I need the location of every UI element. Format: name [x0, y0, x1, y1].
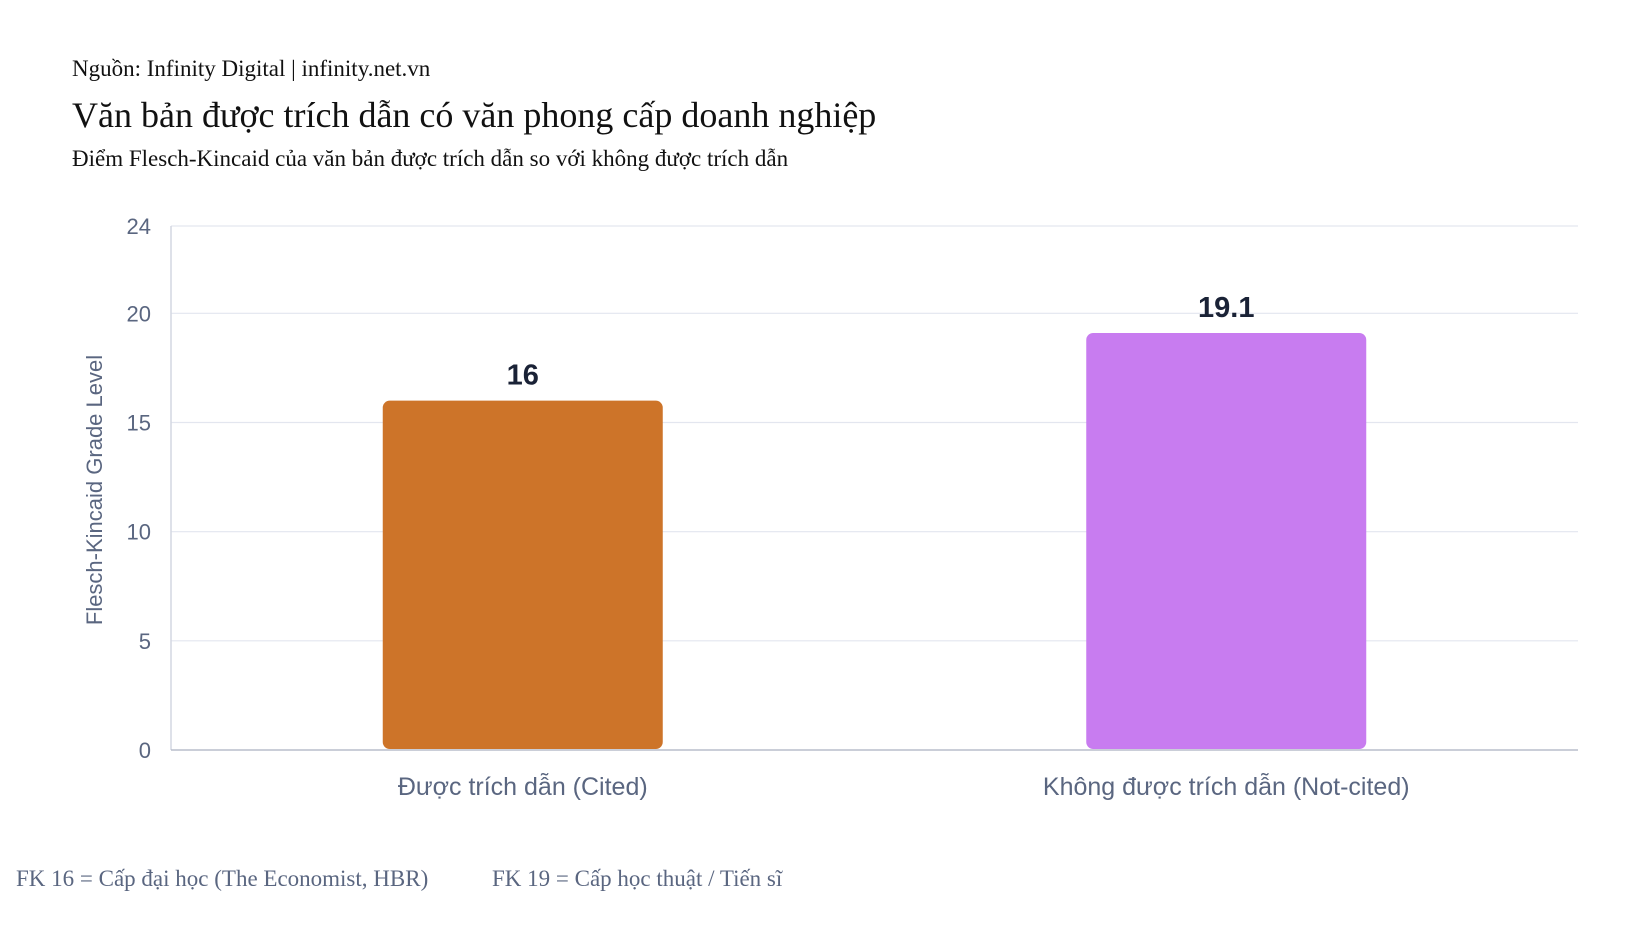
bar-2 [1086, 332, 1367, 749]
y-axis-label: Flesch-Kincaid Grade Level [82, 355, 107, 625]
y-tick-label: 5 [139, 629, 151, 654]
x-category-label: Không được trích dẫn (Not-cited) [1043, 772, 1410, 801]
y-tick-label: 24 [127, 214, 151, 239]
chart-subtitle: Điểm Flesch-Kincaid của văn bản được trí… [72, 146, 789, 171]
y-tick-label: 10 [127, 520, 151, 545]
y-tick-label: 20 [127, 301, 151, 326]
y-tick-label: 0 [139, 738, 151, 763]
footnote-fk19: FK 19 = Cấp học thuật / Tiến sĩ [492, 866, 783, 891]
bar-value-label: 19.1 [1198, 292, 1254, 324]
footnote-fk16: FK 16 = Cấp đại học (The Economist, HBR) [16, 866, 429, 891]
bar-1 [382, 400, 663, 749]
bar-value-label: 16 [507, 360, 539, 392]
y-tick-label: 15 [127, 411, 151, 436]
chart-source: Nguồn: Infinity Digital | infinity.net.v… [72, 56, 431, 81]
chart-title: Văn bản được trích dẫn có văn phong cấp … [72, 95, 877, 135]
x-category-label: Được trích dẫn (Cited) [398, 772, 648, 801]
